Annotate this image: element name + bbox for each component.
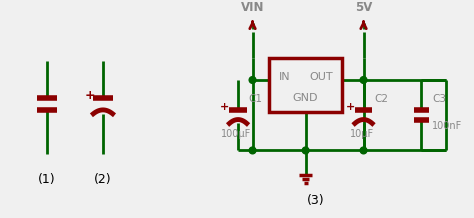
Text: 100μF: 100μF bbox=[221, 129, 251, 139]
Circle shape bbox=[249, 147, 256, 154]
Text: (1): (1) bbox=[38, 173, 56, 186]
Circle shape bbox=[360, 77, 367, 83]
Text: (3): (3) bbox=[307, 194, 324, 207]
Text: +: + bbox=[84, 89, 95, 102]
Bar bbox=[269, 58, 342, 112]
Text: C1: C1 bbox=[249, 94, 263, 104]
Text: +: + bbox=[220, 102, 229, 112]
Circle shape bbox=[360, 147, 367, 154]
Text: OUT: OUT bbox=[309, 72, 333, 82]
Text: (2): (2) bbox=[94, 173, 112, 186]
Text: 10μF: 10μF bbox=[349, 129, 374, 139]
Text: VIN: VIN bbox=[241, 1, 264, 14]
Text: 5V: 5V bbox=[355, 1, 372, 14]
Text: +: + bbox=[346, 102, 355, 112]
Text: GND: GND bbox=[293, 93, 319, 103]
Text: C3: C3 bbox=[432, 94, 446, 104]
Text: IN: IN bbox=[279, 72, 290, 82]
Text: 100nF: 100nF bbox=[432, 121, 462, 131]
Circle shape bbox=[249, 77, 256, 83]
Circle shape bbox=[302, 147, 309, 154]
Text: C2: C2 bbox=[374, 94, 388, 104]
